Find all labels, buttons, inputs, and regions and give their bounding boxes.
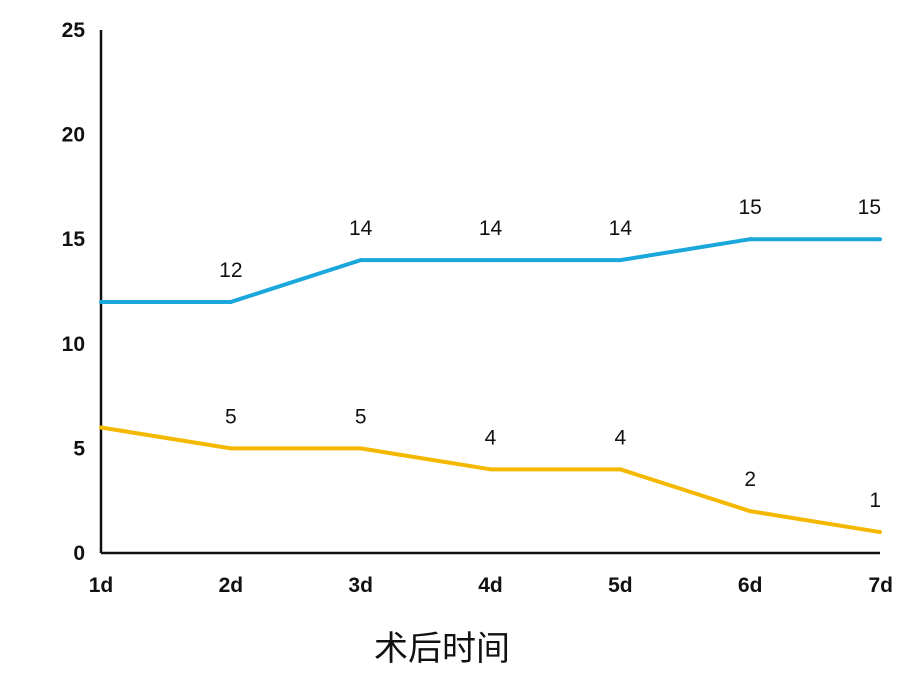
- series-1-data-label: 14: [349, 217, 373, 240]
- x-tick-label: 7d: [868, 574, 893, 597]
- series-2-data-label: 2: [744, 468, 756, 491]
- y-tick-label: 0: [73, 542, 85, 565]
- series-2-point: [618, 467, 623, 472]
- x-tick-label: 1d: [89, 574, 114, 597]
- series-line-1: [101, 237, 880, 304]
- series-lines: [99, 237, 882, 535]
- series-2-data-label: 5: [225, 405, 237, 428]
- series-2-data-label: 5: [355, 405, 367, 428]
- x-tick-labels: 1d 2d 3d 4d 5d 6d 7d: [89, 574, 893, 597]
- series-1-point: [878, 237, 882, 242]
- series-1-data-label: 14: [609, 217, 633, 240]
- series-2-point: [358, 446, 363, 451]
- y-tick-label: 20: [62, 124, 85, 147]
- y-tick-label: 25: [62, 19, 86, 42]
- x-tick-label: 5d: [608, 574, 633, 597]
- x-tick-label: 3d: [348, 574, 373, 597]
- series-1-data-label: 15: [738, 196, 761, 219]
- series-1-point: [99, 299, 103, 304]
- series-2-point: [99, 425, 103, 430]
- series-1-point: [618, 258, 623, 263]
- series-1-data-label: 15: [858, 196, 881, 219]
- series-2-point: [228, 446, 233, 451]
- series-1-point: [748, 237, 753, 242]
- series-2-data-label: 1: [869, 489, 881, 512]
- y-tick-label: 5: [73, 437, 85, 460]
- y-tick-label: 15: [62, 228, 86, 251]
- x-axis-title: 术后时间: [374, 629, 510, 669]
- series-2-point: [488, 467, 493, 472]
- x-tick-label: 6d: [738, 574, 763, 597]
- x-tick-label: 2d: [219, 574, 244, 597]
- series-2-point: [878, 530, 882, 535]
- series-1-point: [488, 258, 493, 263]
- series-2-data-label: 4: [614, 426, 626, 449]
- x-tick-label: 4d: [478, 574, 503, 597]
- data-labels: 12 14 14 14 15 15 5 5 4 4 2 1: [219, 196, 881, 512]
- axes: [99, 30, 880, 555]
- series-1-point: [228, 299, 233, 304]
- series-1-point: [358, 258, 363, 263]
- series-1-data-label: 14: [479, 217, 503, 240]
- series-2-data-label: 4: [485, 426, 497, 449]
- y-tick-label: 10: [62, 333, 85, 356]
- series-2-point: [748, 509, 753, 514]
- y-tick-labels: 0 5 10 15 20 25: [62, 19, 86, 565]
- series-1-data-label: 12: [219, 259, 242, 282]
